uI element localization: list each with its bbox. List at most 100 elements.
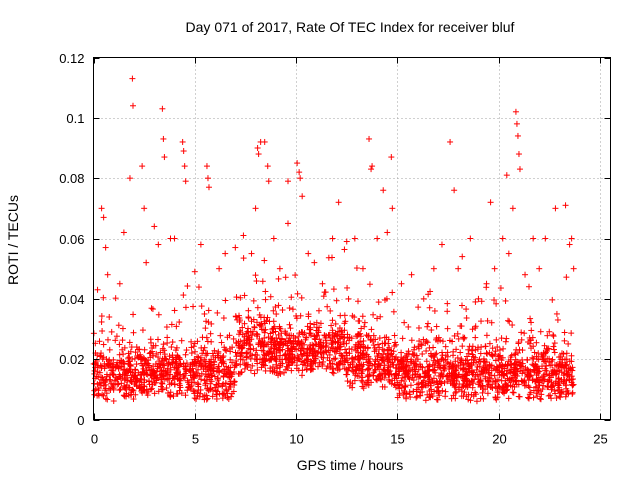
data-point [550, 333, 557, 340]
data-point [550, 343, 557, 350]
data-point [266, 349, 273, 356]
data-point [376, 372, 383, 379]
data-point [551, 362, 558, 369]
data-point [484, 317, 491, 324]
data-point [557, 358, 564, 365]
data-point [147, 354, 154, 361]
data-point [463, 306, 470, 313]
data-point [347, 379, 354, 386]
data-point [320, 293, 327, 300]
data-point [514, 365, 521, 372]
data-point [108, 367, 115, 374]
data-point [428, 391, 435, 398]
data-point [370, 311, 377, 318]
data-point [107, 386, 114, 393]
data-point [300, 341, 307, 348]
data-point [555, 382, 562, 389]
data-point [159, 105, 166, 112]
data-point [506, 318, 513, 325]
data-point [161, 376, 168, 383]
data-point [164, 365, 171, 372]
data-point [522, 271, 529, 278]
data-point [472, 347, 479, 354]
data-point [270, 307, 277, 314]
data-point [499, 354, 506, 361]
data-point [120, 367, 127, 374]
data-point [170, 375, 177, 382]
data-point [444, 325, 451, 332]
data-point [421, 374, 428, 381]
data-point [483, 332, 490, 339]
data-point [366, 355, 373, 362]
data-point [116, 351, 123, 358]
data-point [202, 382, 209, 389]
data-point [546, 377, 553, 384]
data-point [247, 367, 254, 374]
data-point [552, 371, 559, 378]
data-point [307, 326, 314, 333]
data-point [264, 314, 271, 321]
data-point [346, 337, 353, 344]
data-point [243, 350, 250, 357]
data-point [351, 314, 358, 321]
data-point [249, 352, 256, 359]
data-point [143, 367, 150, 374]
data-point [569, 364, 576, 371]
data-point [386, 344, 393, 351]
data-point [267, 365, 274, 372]
data-point [320, 354, 327, 361]
data-point [559, 350, 566, 357]
data-point [275, 302, 282, 309]
data-point [188, 350, 195, 357]
data-point [484, 390, 491, 397]
data-point [337, 312, 344, 319]
data-point [237, 294, 244, 301]
data-point [239, 342, 246, 349]
data-point [91, 380, 98, 387]
data-point [473, 366, 480, 373]
data-point [168, 380, 175, 387]
data-point [223, 347, 230, 354]
data-point [465, 360, 472, 367]
data-point [548, 386, 555, 393]
data-point [100, 294, 107, 301]
data-point [480, 358, 487, 365]
data-point [486, 374, 493, 381]
data-point [236, 327, 243, 334]
data-point [494, 376, 501, 383]
data-point [565, 340, 572, 347]
data-point [453, 363, 460, 370]
data-point [379, 346, 386, 353]
data-point [164, 339, 171, 346]
data-point [349, 354, 356, 361]
data-point [525, 339, 532, 346]
data-point [398, 349, 405, 356]
data-point [410, 352, 417, 359]
data-point [370, 342, 377, 349]
data-point [163, 356, 170, 363]
data-point [392, 365, 399, 372]
data-point [100, 341, 107, 348]
data-point [250, 328, 257, 335]
data-point [359, 366, 366, 373]
data-point [366, 281, 373, 288]
data-point [444, 308, 451, 315]
data-point [512, 108, 519, 115]
data-point [389, 289, 396, 296]
data-point [159, 380, 166, 387]
data-point [355, 298, 362, 305]
data-point [261, 335, 268, 342]
data-point [323, 365, 330, 372]
data-point [190, 303, 197, 310]
data-point [387, 351, 394, 358]
data-point [132, 374, 139, 381]
data-point [545, 378, 552, 385]
data-point [533, 376, 540, 383]
data-point [330, 286, 337, 293]
data-point [292, 272, 299, 279]
data-point [568, 235, 575, 242]
data-point [276, 364, 283, 371]
data-point [570, 265, 577, 272]
data-point [169, 352, 176, 359]
data-point [464, 384, 471, 391]
